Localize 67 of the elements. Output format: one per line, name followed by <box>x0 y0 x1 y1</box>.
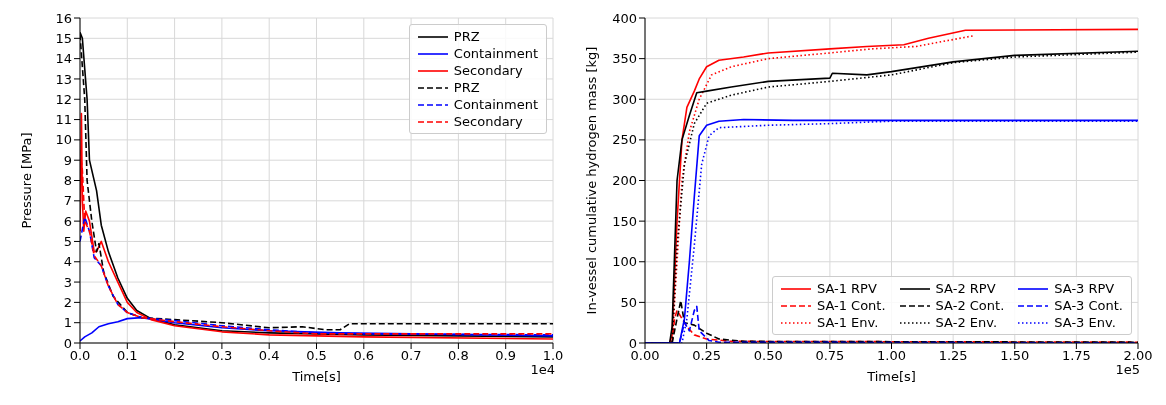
legend-label: SA-1 Env. <box>816 315 879 330</box>
legend-label: SA-3 Env. <box>1054 315 1116 330</box>
x-tick-label: 1.75 <box>1061 348 1091 364</box>
text: 1e5 <box>1115 362 1140 377</box>
y-tick-label: 0 <box>628 335 637 351</box>
legend-label: SA-2 RPV <box>935 281 996 296</box>
x-tick-label: 0.2 <box>164 348 185 364</box>
y-tick-label: 2 <box>63 294 72 310</box>
y-tick-label: 5 <box>63 234 72 250</box>
y-tick-label: 0 <box>63 335 72 351</box>
y-tick-label: 14 <box>55 51 72 67</box>
y-tick-label: 4 <box>63 254 72 270</box>
legend-label: Secondary <box>453 63 523 78</box>
y-tick-label: 16 <box>55 10 72 26</box>
x-tick-label: 2.00 <box>1123 348 1153 364</box>
x-axis-title: Time[s] <box>291 369 341 384</box>
text: 1e4 <box>530 362 555 377</box>
x-tick-label: 0.25 <box>692 348 722 364</box>
x-tick-label: 1.0 <box>542 348 564 364</box>
y-tick-label: 15 <box>55 30 72 46</box>
x-tick-label: 0.5 <box>306 348 327 364</box>
y-tick-label: 7 <box>63 193 72 209</box>
x-tick-label: 0.4 <box>258 348 280 364</box>
y-tick-label: 1 <box>63 315 72 331</box>
y-tick-label: 13 <box>55 71 72 87</box>
x-tick-label: 0.7 <box>400 348 422 364</box>
x-tick-label: 0.00 <box>630 348 660 364</box>
legend-label: SA-2 Env. <box>935 315 998 330</box>
y-axis-title: Pressure [MPa] <box>18 132 34 229</box>
x-tick-label: 0.0 <box>69 348 91 364</box>
y-tick-label: 200 <box>612 173 637 189</box>
x-tick-label: 0.9 <box>495 348 517 364</box>
x-tick-label: 0.3 <box>211 348 233 364</box>
x-tick-label: 0.50 <box>753 348 783 364</box>
legend-label: Containment <box>453 97 538 112</box>
y-tick-label: 3 <box>63 274 72 290</box>
x-tick-label: 1.50 <box>1000 348 1030 364</box>
legend-label: SA-3 RPV <box>1054 281 1115 296</box>
x-axis-title: Time[s] <box>866 369 916 384</box>
x-tick-label: 0.1 <box>116 348 138 364</box>
legend-label: PRZ <box>453 80 480 95</box>
y-tick-label: 8 <box>63 173 72 189</box>
y-tick-label: 350 <box>612 51 637 67</box>
y-tick-label: 6 <box>63 213 72 229</box>
x-tick-label: 1.00 <box>877 348 906 364</box>
y-tick-label: 9 <box>63 152 72 168</box>
legend-label: Containment <box>453 46 538 61</box>
y-tick-label: 300 <box>612 91 637 107</box>
y-tick-label: 100 <box>612 254 637 270</box>
x-tick-label: 0.6 <box>353 348 375 364</box>
legend-label: Secondary <box>453 114 523 129</box>
y-tick-label: 50 <box>620 294 637 310</box>
y-axis-title: In-vessel cumulative hydrogen mass [kg] <box>583 46 599 315</box>
x-tick-label: 1.25 <box>938 348 968 364</box>
y-tick-label: 150 <box>612 213 637 229</box>
legend-label: SA-2 Cont. <box>935 298 1005 313</box>
y-tick-label: 250 <box>612 132 637 148</box>
legend-label: SA-1 RPV <box>816 281 877 296</box>
x-tick-label: 0.75 <box>815 348 845 364</box>
legend-label: PRZ <box>453 29 480 44</box>
legend-label: SA-1 Cont. <box>816 298 886 313</box>
x-tick-label: 0.8 <box>448 348 469 364</box>
y-tick-label: 12 <box>55 91 72 107</box>
legend-label: SA-3 Cont. <box>1054 298 1123 313</box>
y-tick-label: 400 <box>612 10 637 26</box>
y-tick-label: 10 <box>55 132 72 148</box>
y-tick-label: 11 <box>55 112 72 128</box>
